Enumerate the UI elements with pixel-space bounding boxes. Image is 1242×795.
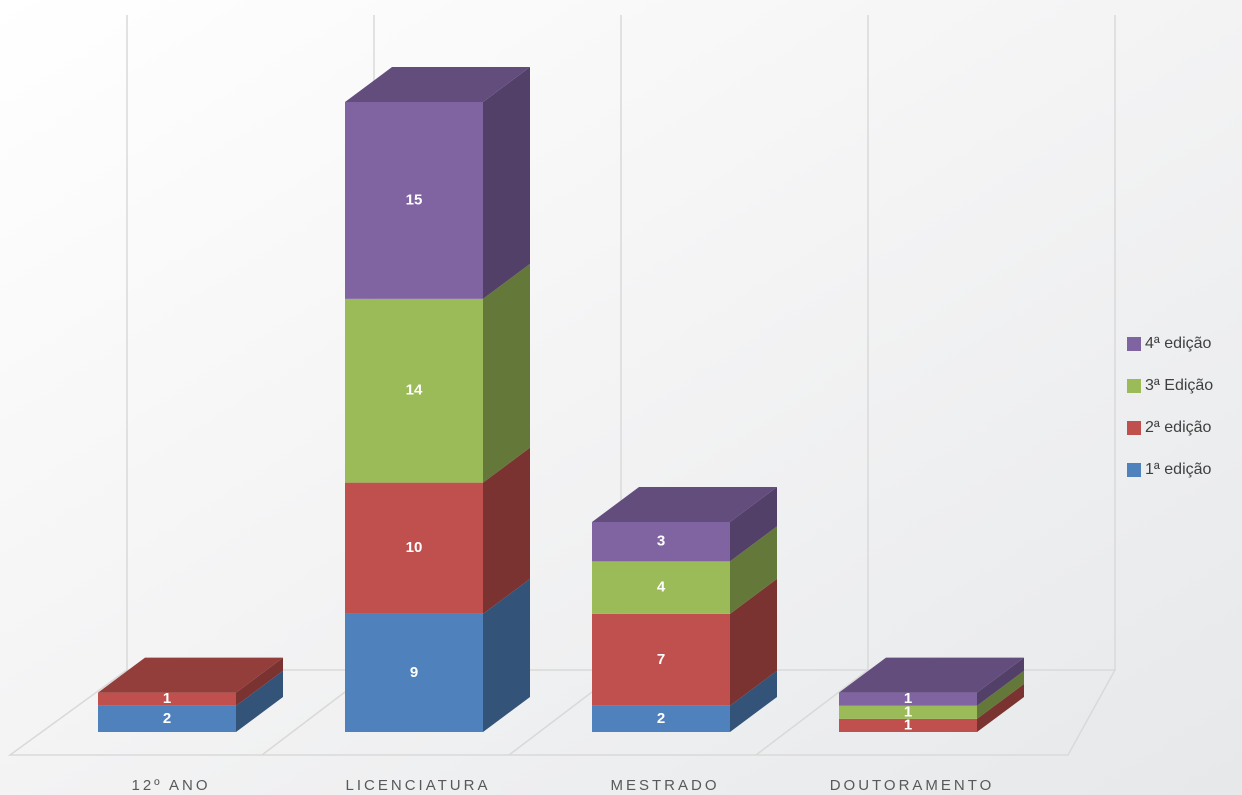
bar-side [730, 526, 777, 614]
bar-side [977, 683, 1024, 732]
bar-front [98, 705, 236, 732]
bar-front [592, 561, 730, 614]
bar-segment [98, 657, 283, 706]
bar-side [730, 670, 777, 732]
data-label: 4 [657, 579, 666, 596]
legend-swatch [1127, 379, 1141, 393]
bar-side [730, 487, 777, 562]
bar-side [977, 670, 1024, 719]
bar-front [345, 102, 483, 299]
bar-segment [592, 487, 777, 562]
bar-side [483, 447, 530, 614]
bar-segment [345, 447, 530, 614]
bar-front [345, 613, 483, 732]
legend-label: 1ª edição [1145, 461, 1212, 478]
bar-side [730, 578, 777, 706]
bar-front [98, 692, 236, 706]
bar-segment [839, 657, 1024, 706]
data-label: 1 [163, 690, 171, 707]
data-label: 14 [406, 382, 423, 399]
bar-side [236, 657, 283, 706]
bar-side [483, 578, 530, 732]
bar-side [483, 67, 530, 299]
bar-top [345, 67, 530, 102]
bar-front [839, 718, 977, 732]
data-label: 3 [657, 533, 665, 550]
bar-front [592, 613, 730, 706]
bar-segment [592, 670, 777, 732]
bar-segment [592, 578, 777, 706]
x-tick-label: 12º ANO [131, 777, 210, 794]
bar-top [592, 487, 777, 522]
bar-side [236, 670, 283, 732]
data-label: 1 [904, 716, 912, 733]
data-label: 10 [406, 539, 423, 556]
legend-swatch [1127, 463, 1141, 477]
bar-top [839, 657, 1024, 693]
bar-front [592, 522, 730, 562]
data-label: 2 [657, 710, 665, 727]
x-tick-label: MESTRADO [610, 777, 719, 794]
x-tick-label: DOUTORAMENTO [830, 777, 995, 794]
data-label: 9 [410, 664, 418, 681]
bar-segment [345, 578, 530, 732]
bar-side [977, 657, 1024, 706]
plot: 12º ANO 2 1 LICENCIATURA 9 10 14 15 MESTRADO 2 7 4 3… [98, 67, 1024, 794]
bar-front [839, 692, 977, 706]
bar-segment [839, 683, 1024, 732]
bar-segment [345, 67, 530, 299]
bar-top [98, 657, 283, 693]
legend-swatch [1127, 421, 1141, 435]
bar-side [483, 263, 530, 483]
x-tick-label: LICENCIATURA [346, 777, 491, 794]
bar-front [839, 705, 977, 719]
legend-swatch [1127, 337, 1141, 351]
data-label: 2 [163, 710, 171, 727]
bar-front [345, 298, 483, 483]
legend-label: 3ª Edição [1145, 377, 1213, 394]
legend: 1ª edição 2ª edição 3ª Edição 4ª edição [1127, 335, 1213, 478]
data-label: 7 [657, 651, 665, 668]
legend-label: 4ª edição [1145, 335, 1212, 352]
data-label: 15 [406, 191, 423, 208]
bar-segment [839, 670, 1024, 719]
bar-segment [345, 263, 530, 483]
legend-label: 2ª edição [1145, 419, 1212, 436]
data-label: 1 [904, 703, 912, 720]
bar-segment [592, 526, 777, 614]
bar-front [592, 705, 730, 732]
bar-front [345, 482, 483, 614]
bar-segment [98, 670, 283, 732]
data-label: 1 [904, 690, 912, 707]
